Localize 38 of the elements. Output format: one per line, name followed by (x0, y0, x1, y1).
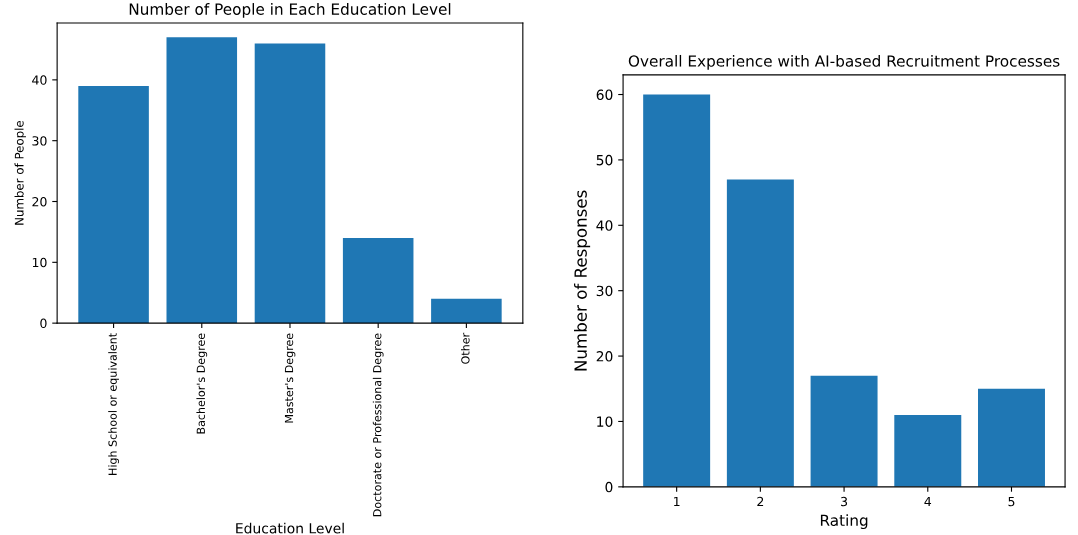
y-tick-label: 60 (596, 89, 613, 100)
x-tick-label: Bachelor's Degree (196, 333, 208, 434)
x-tick-label: 3 (841, 496, 848, 507)
bar (431, 298, 502, 324)
y-tick-label: 20 (596, 351, 613, 362)
y-tick-label: 50 (596, 154, 613, 166)
bar (726, 179, 794, 487)
y-tick-label: 0 (605, 481, 613, 493)
y-tick-label: 40 (32, 75, 47, 85)
x-axis-title: Education Level (236, 522, 344, 534)
x-tick-label: 1 (674, 496, 680, 507)
bar (342, 238, 414, 324)
y-tick-label: 20 (32, 196, 47, 207)
y-tick-label: 30 (596, 285, 613, 297)
y-tick-label: 10 (597, 416, 613, 427)
y-axis-title: Number of Responses (574, 190, 591, 371)
chart-title: Number of People in Each Education Level (129, 3, 451, 18)
x-tick-label: 4 (924, 496, 932, 507)
bar (978, 388, 1045, 487)
bar (643, 94, 711, 487)
bar (78, 85, 149, 324)
bar (254, 43, 326, 324)
x-tick-label: 2 (757, 496, 764, 507)
x-tick-label: Master's Degree (284, 333, 296, 423)
x-tick-label: Other (461, 332, 470, 364)
x-tick-label: 5 (1008, 496, 1015, 507)
x-tick-label: High School or equivalent (108, 333, 119, 475)
y-tick-label: 10 (32, 257, 47, 268)
x-axis-title: Rating (820, 514, 868, 530)
bar (894, 414, 962, 487)
y-axis-title: Number of People (14, 120, 26, 225)
y-tick-label: 30 (32, 136, 47, 146)
y-tick-label: 0 (40, 318, 47, 329)
chart-title: Overall Experience with AI-based Recruitment Processes (628, 54, 1060, 70)
y-tick-label: 40 (596, 220, 613, 231)
bar (810, 375, 878, 487)
x-tick-label: Doctorate or Professional Degree (372, 333, 384, 517)
bar (166, 37, 238, 324)
